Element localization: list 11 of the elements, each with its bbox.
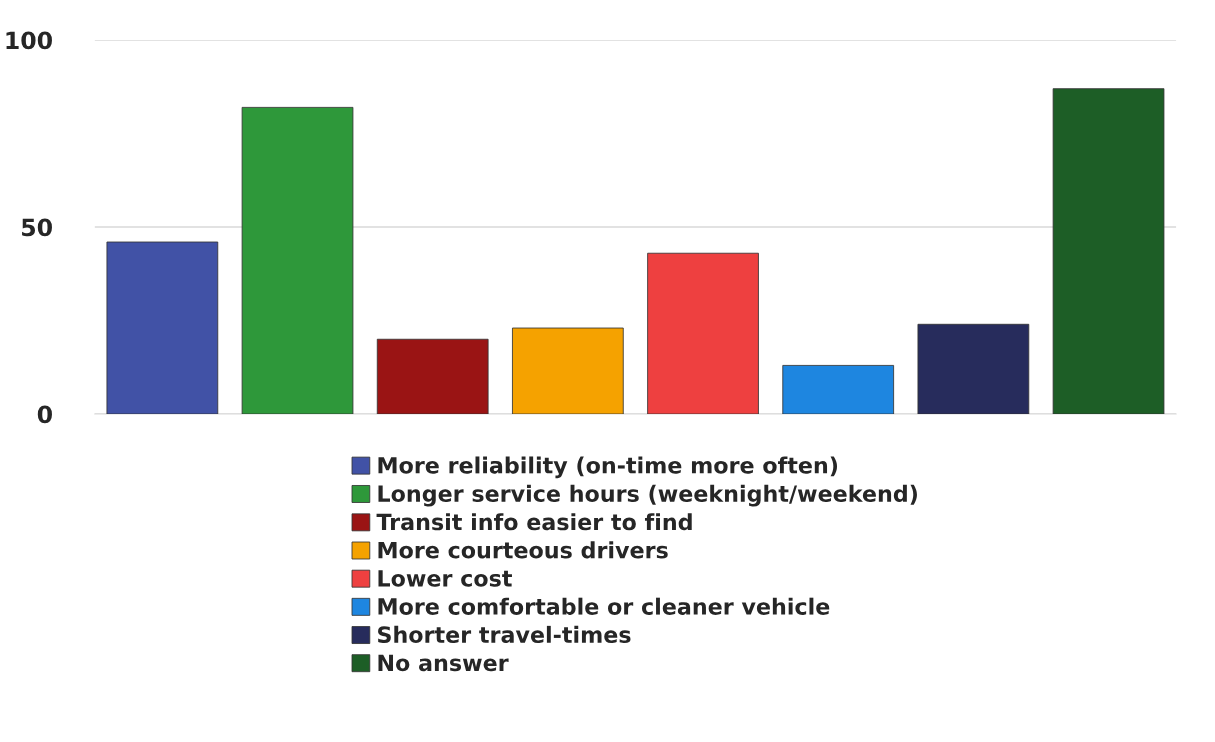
legend-label: More courteous drivers (378, 541, 668, 559)
legend-label: Lower cost (378, 570, 512, 587)
legend-label: No answer (378, 654, 509, 672)
legend-label: Transit info easier to find (376, 513, 692, 531)
legend-label: Shorter travel-times (378, 625, 631, 644)
y-tick-label: 50 (22, 218, 52, 237)
legend-label: More comfortable or cleaner vehicle (378, 597, 830, 615)
legend-label: Longer service hours (weeknight/weekend) (378, 484, 917, 507)
y-tick-label: 100 (6, 31, 52, 50)
legend-label: More reliability (on-time more often) (378, 456, 838, 479)
y-tick-label: 0 (37, 405, 52, 424)
